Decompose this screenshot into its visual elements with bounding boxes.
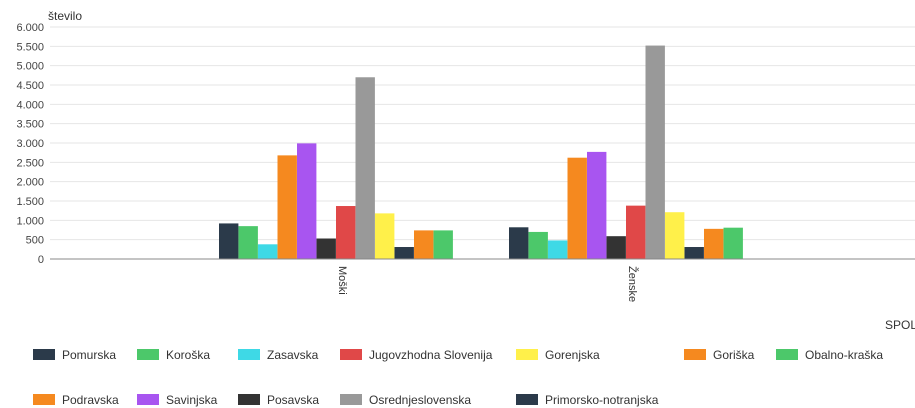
bar-savinjska-zenske[interactable]: [587, 151, 607, 259]
y-tick-label: 4.500: [16, 80, 44, 92]
bar-gorenjska-moski[interactable]: [375, 213, 395, 259]
y-tick-label: 0: [38, 254, 44, 266]
y-tick-label: 6.000: [16, 22, 44, 34]
legend-item[interactable]: Zasavska: [238, 348, 319, 362]
legend-item[interactable]: Savinjska: [137, 393, 218, 407]
bar-pomurska-moski[interactable]: [219, 223, 239, 259]
legend-swatch: [137, 349, 159, 360]
y-axis-ticks: 0 500 1.000 1.500 2.000 2.500 3.000 3.500 4.000 4…: [16, 22, 44, 266]
category-labels: Moški Ženske: [336, 266, 639, 302]
bar-gorenjska-zenske[interactable]: [665, 212, 685, 259]
legend-item[interactable]: Gorenjska: [516, 348, 600, 362]
bar-obalno-kra-ka-zenske[interactable]: [723, 227, 743, 259]
bar-posavska-moski[interactable]: [316, 238, 336, 259]
legend-swatch: [137, 394, 159, 405]
legend-label: Podravska: [62, 393, 119, 407]
legend-label: Osrednjeslovenska: [369, 393, 471, 407]
legend-swatch: [33, 394, 55, 405]
bar-savinjska-moski[interactable]: [297, 143, 317, 259]
y-tick-label: 1.500: [16, 196, 44, 208]
bar-koro-ka-moski[interactable]: [238, 226, 258, 259]
legend-swatch: [516, 394, 538, 405]
bar-gori-ka-zenske[interactable]: [704, 228, 724, 259]
legend-item[interactable]: Podravska: [33, 393, 119, 407]
bar-podravska-zenske[interactable]: [567, 157, 587, 259]
legend-item[interactable]: Primorsko-notranjska: [516, 393, 659, 407]
category-label: Moški: [336, 266, 348, 295]
legend-label: Obalno-kraška: [805, 348, 883, 362]
legend-label: Koroška: [166, 348, 210, 362]
bar-podravska-moski[interactable]: [277, 155, 297, 259]
bar-zasavska-moski[interactable]: [258, 244, 278, 259]
bar-jugovzhodna-slovenija-zenske[interactable]: [626, 205, 646, 259]
legend-item[interactable]: Posavska: [238, 393, 319, 407]
legend-swatch: [684, 349, 706, 360]
legend-swatch: [340, 394, 362, 405]
y-tick-label: 3.500: [16, 119, 44, 131]
bar-posavska-zenske[interactable]: [606, 236, 626, 259]
legend-item[interactable]: Jugovzhodna Slovenija: [340, 348, 493, 362]
legend-item[interactable]: Goriška: [684, 348, 755, 362]
legend-label: Pomurska: [62, 348, 116, 362]
legend-label: Posavska: [267, 393, 319, 407]
y-tick-label: 2.500: [16, 157, 44, 169]
category-label: Ženske: [626, 266, 639, 302]
bar-zasavska-zenske[interactable]: [548, 240, 568, 259]
legend-swatch: [340, 349, 362, 360]
y-tick-label: 500: [26, 235, 44, 247]
bar-pomurska-zenske[interactable]: [509, 227, 529, 259]
legend-label: Zasavska: [267, 348, 319, 362]
bars: [219, 45, 743, 260]
gridlines: [50, 26, 915, 241]
bar-gori-ka-moski[interactable]: [414, 230, 434, 259]
y-tick-label: 5.500: [16, 41, 44, 53]
x-axis-title: SPOL: [885, 318, 915, 332]
y-tick-label: 4.000: [16, 99, 44, 111]
bar-osrednjeslovenska-zenske[interactable]: [645, 45, 665, 260]
legend-swatch: [238, 394, 260, 405]
legend-swatch: [33, 349, 55, 360]
y-tick-label: 5.000: [16, 61, 44, 73]
bar-jugovzhodna-slovenija-moski[interactable]: [336, 206, 356, 259]
legend-swatch: [516, 349, 538, 360]
bar-obalno-kra-ka-moski[interactable]: [433, 230, 453, 259]
legend-item[interactable]: Osrednjeslovenska: [340, 393, 471, 407]
bar-osrednjeslovenska-moski[interactable]: [355, 77, 375, 260]
legend: Pomurska Koroška Zasavska Jugovzhodna Slove…: [33, 348, 883, 407]
legend-item[interactable]: Pomurska: [33, 348, 116, 362]
bar-primorsko-notranjska-zenske[interactable]: [684, 247, 704, 259]
legend-item[interactable]: Koroška: [137, 348, 210, 362]
legend-swatch: [776, 349, 798, 360]
legend-label: Jugovzhodna Slovenija: [369, 348, 493, 362]
y-tick-label: 1.000: [16, 215, 44, 227]
legend-label: Savinjska: [166, 393, 218, 407]
y-tick-label: 3.000: [16, 138, 44, 150]
legend-label: Gorenjska: [545, 348, 600, 362]
y-tick-label: 2.000: [16, 177, 44, 189]
bar-koro-ka-zenske[interactable]: [528, 231, 548, 259]
y-axis-title: število: [48, 9, 82, 23]
legend-label: Goriška: [713, 348, 755, 362]
legend-item[interactable]: Obalno-kraška: [776, 348, 883, 362]
legend-label: Primorsko-notranjska: [545, 393, 659, 407]
bar-primorsko-notranjska-moski[interactable]: [394, 247, 414, 259]
legend-swatch: [238, 349, 260, 360]
